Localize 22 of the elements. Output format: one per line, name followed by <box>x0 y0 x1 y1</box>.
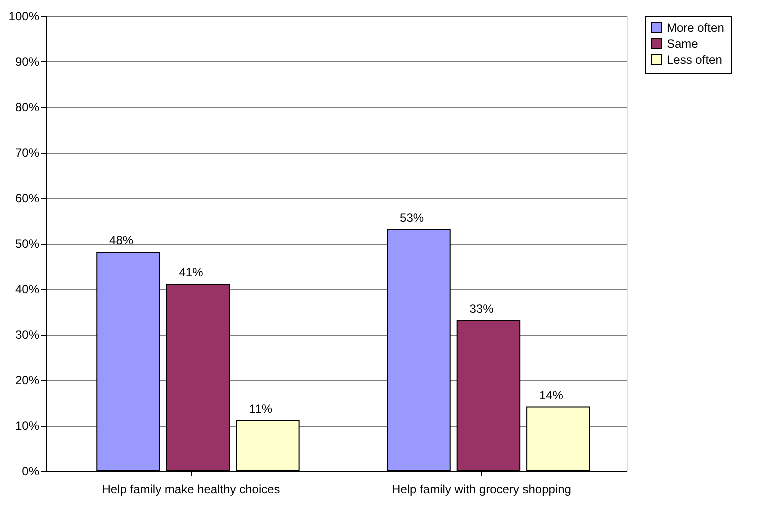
legend-label: Less often <box>667 53 722 67</box>
x-tick-label: Help family with grocery shopping <box>392 482 572 496</box>
legend-label: More often <box>667 21 724 35</box>
y-tick-label: 90% <box>15 55 40 69</box>
y-tick-label: 30% <box>15 328 40 342</box>
y-tick-label: 70% <box>15 146 40 160</box>
legend-label: Same <box>667 37 699 51</box>
data-label: 41% <box>179 265 204 280</box>
x-tick-label: Help family make healthy choices <box>102 482 280 496</box>
y-tick-label: 80% <box>15 100 40 114</box>
data-label: 53% <box>400 210 424 225</box>
data-label: 11% <box>249 402 273 416</box>
y-tick-label: 0% <box>22 464 40 478</box>
data-label: 48% <box>110 234 134 248</box>
y-tick-label: 10% <box>15 419 40 433</box>
y-tick-label: 50% <box>15 237 40 251</box>
y-tick-label: 40% <box>15 282 40 296</box>
data-label: 14% <box>539 388 564 402</box>
y-tick-label: 20% <box>15 374 40 388</box>
y-tick-label: 60% <box>15 192 40 206</box>
data-label: 33% <box>470 302 494 316</box>
y-tick-label: 100% <box>8 10 40 24</box>
